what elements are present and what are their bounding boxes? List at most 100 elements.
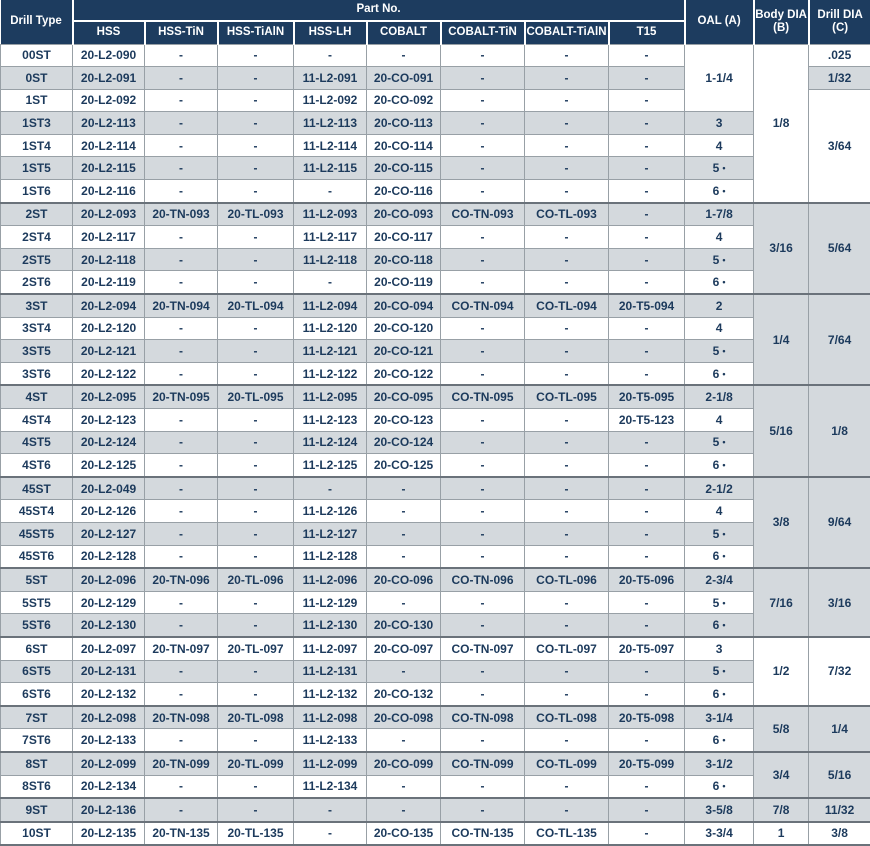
footnote-dot: •	[722, 551, 725, 561]
part-no-cell: -	[145, 134, 218, 157]
body-dia-cell: 7/8	[754, 798, 809, 822]
header-drill-dia: Drill DIA (C)	[809, 0, 870, 44]
part-no-cell: -	[218, 157, 294, 180]
part-no-cell: -	[525, 522, 609, 545]
part-no-cell: 20-TL-135	[218, 822, 294, 846]
part-no-cell: -	[218, 798, 294, 822]
oal-cell: 5•	[685, 248, 754, 271]
part-no-cell: -	[441, 431, 525, 454]
oal-cell: 6•	[685, 180, 754, 203]
part-no-cell: -	[441, 775, 525, 798]
part-no-cell: 20-L2-124	[73, 431, 145, 454]
part-no-cell: -	[525, 500, 609, 523]
part-no-cell: -	[145, 226, 218, 249]
drill-type-cell: 10ST	[1, 822, 73, 846]
drill-dia-cell: 5/64	[809, 203, 870, 294]
footnote-dot: •	[722, 598, 725, 608]
part-no-cell: -	[145, 409, 218, 432]
part-no-cell: -	[609, 454, 685, 477]
part-no-cell: -	[609, 89, 685, 112]
part-no-cell: 20-CO-123	[367, 409, 441, 432]
part-no-cell: 20-T5-096	[609, 568, 685, 591]
part-no-cell: -	[609, 226, 685, 249]
part-no-cell: -	[441, 477, 525, 500]
part-no-cell: -	[609, 431, 685, 454]
part-no-cell: 20-T5-095	[609, 385, 685, 408]
part-no-cell: -	[441, 614, 525, 637]
part-no-cell: -	[145, 112, 218, 135]
footnote-dot: •	[722, 529, 725, 539]
oal-cell: 4	[685, 500, 754, 523]
part-no-cell: 20-L2-132	[73, 683, 145, 706]
part-no-cell: -	[441, 44, 525, 67]
drill-type-cell: 2ST	[1, 203, 73, 226]
part-no-cell: 20-L2-114	[73, 134, 145, 157]
part-no-cell: 20-CO-095	[367, 385, 441, 408]
part-no-cell: 20-L2-117	[73, 226, 145, 249]
drill-type-cell: 1ST	[1, 89, 73, 112]
part-no-cell: -	[441, 157, 525, 180]
oal-cell: 3-1/2	[685, 752, 754, 775]
part-no-cell: 20-TL-095	[218, 385, 294, 408]
part-no-cell: -	[145, 477, 218, 500]
part-no-cell: -	[367, 44, 441, 67]
part-no-cell: -	[367, 591, 441, 614]
part-no-cell: 20-T5-098	[609, 706, 685, 729]
part-no-cell: -	[145, 248, 218, 271]
part-no-cell: -	[145, 798, 218, 822]
drill-type-cell: 8ST	[1, 752, 73, 775]
body-dia-cell: 1/4	[754, 294, 809, 385]
part-no-cell: 20-L2-135	[73, 822, 145, 846]
part-no-cell: 20-T5-123	[609, 409, 685, 432]
part-no-cell: 11-L2-131	[294, 660, 367, 683]
part-no-cell: 20-CO-135	[367, 822, 441, 846]
footnote-dot: •	[722, 781, 725, 791]
part-no-cell: 20-L2-136	[73, 798, 145, 822]
drill-dia-cell: 3/16	[809, 568, 870, 637]
body-dia-cell: 3/8	[754, 477, 809, 568]
part-no-cell: -	[609, 248, 685, 271]
oal-cell: 5•	[685, 660, 754, 683]
part-no-cell: -	[441, 248, 525, 271]
body-dia-cell: 5/8	[754, 706, 809, 752]
part-no-cell: CO-TN-096	[441, 568, 525, 591]
part-no-cell: -	[218, 362, 294, 385]
header-body-dia: Body DIA (B)	[754, 0, 809, 44]
drill-type-cell: 1ST5	[1, 157, 73, 180]
header-part-no: Part No.	[73, 0, 685, 21]
part-no-cell: 20-TL-093	[218, 203, 294, 226]
footnote-dot: •	[722, 346, 725, 356]
part-no-cell: -	[525, 134, 609, 157]
part-no-cell: -	[609, 271, 685, 294]
drill-dia-cell: 3/64	[809, 89, 870, 202]
part-no-cell: -	[218, 226, 294, 249]
part-no-cell: 20-L2-092	[73, 89, 145, 112]
part-no-cell: -	[145, 362, 218, 385]
part-no-cell: CO-TL-135	[525, 822, 609, 846]
part-no-cell: -	[294, 180, 367, 203]
body-dia-cell: 3/4	[754, 752, 809, 798]
table-header: Drill Type Part No. OAL (A) Body DIA (B)…	[1, 0, 870, 44]
part-no-cell: CO-TL-094	[525, 294, 609, 317]
part-no-cell: CO-TN-094	[441, 294, 525, 317]
part-no-cell: 20-L2-123	[73, 409, 145, 432]
part-no-cell: -	[218, 134, 294, 157]
part-no-cell: 20-L2-133	[73, 729, 145, 752]
part-no-cell: -	[294, 477, 367, 500]
part-no-cell: -	[218, 545, 294, 568]
part-no-cell: -	[441, 591, 525, 614]
part-no-cell: 20-CO-096	[367, 568, 441, 591]
drill-type-cell: 45ST6	[1, 545, 73, 568]
part-no-cell: -	[218, 44, 294, 67]
drill-type-cell: 6ST5	[1, 660, 73, 683]
part-no-cell: 11-L2-099	[294, 752, 367, 775]
drill-type-cell: 4ST	[1, 385, 73, 408]
part-no-cell: 20-L2-116	[73, 180, 145, 203]
oal-cell: 5•	[685, 157, 754, 180]
part-no-cell: 20-L2-097	[73, 637, 145, 660]
footnote-dot: •	[722, 666, 725, 676]
part-no-cell: 20-TN-095	[145, 385, 218, 408]
drill-type-cell: 7ST	[1, 706, 73, 729]
